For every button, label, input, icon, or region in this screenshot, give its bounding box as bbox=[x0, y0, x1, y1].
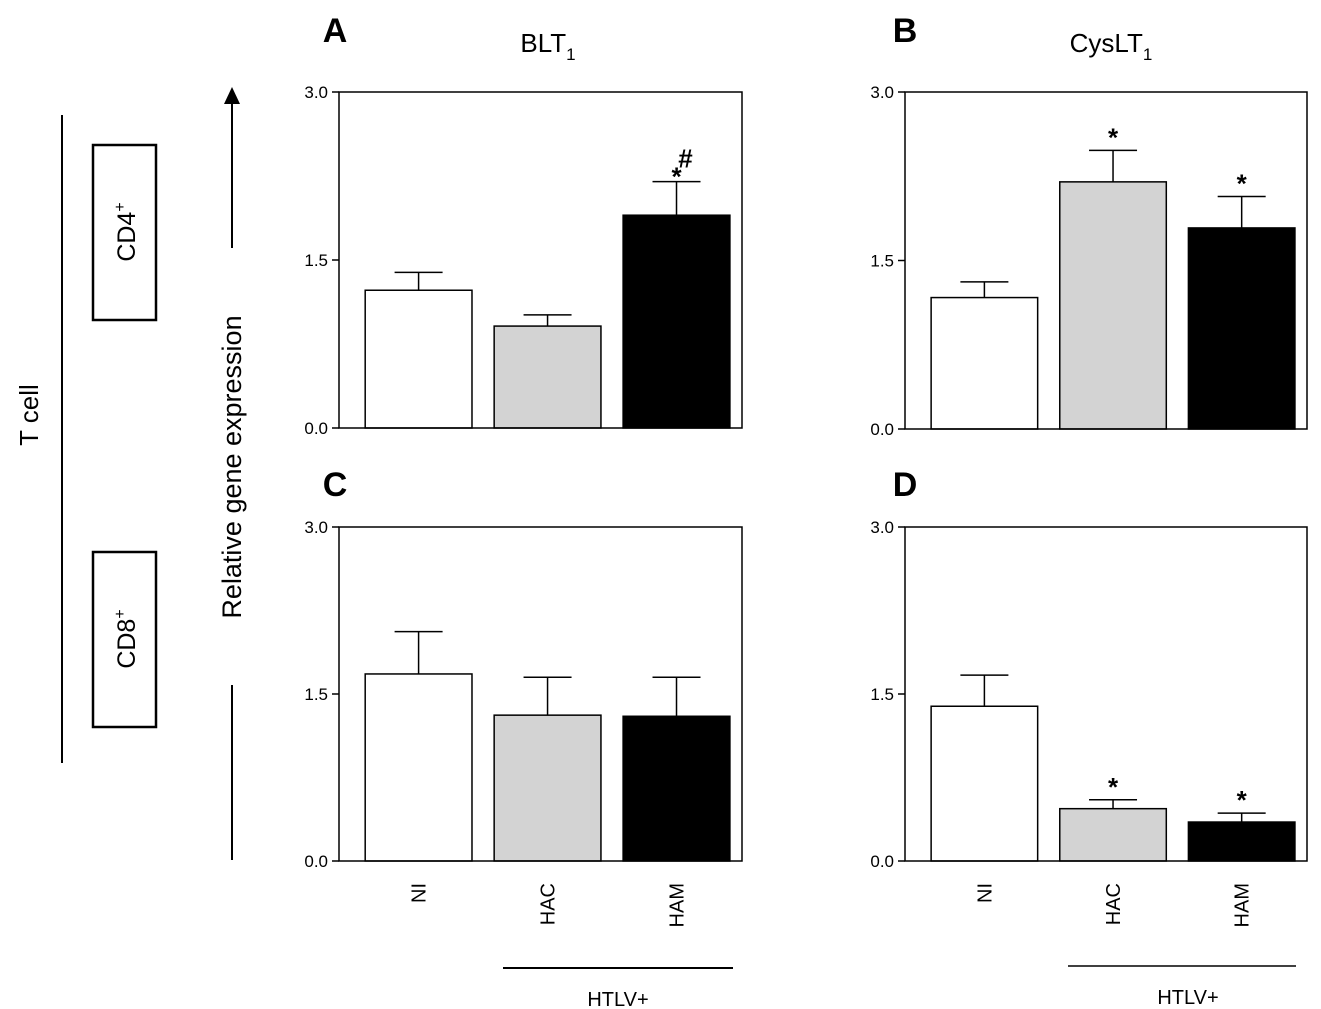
group-label-left: HTLV+ bbox=[587, 989, 648, 1009]
group-bracket-right: HTLV+ bbox=[1068, 965, 1296, 1009]
panel-c: C 0.0 1.5 3.0 bbox=[304, 466, 743, 871]
significance-star: * bbox=[671, 162, 682, 192]
panel-a: A BLT1 0.0 1.5 3.0 #* bbox=[304, 12, 743, 438]
category-label-ni: NI bbox=[974, 883, 996, 903]
category-label-ni: NI bbox=[409, 883, 431, 903]
side-annotation: T cell CD4+ CD8+ Relative gene expressio… bbox=[14, 87, 247, 860]
cd4-label-base: CD4 bbox=[113, 212, 141, 262]
panel-title-subscript: 1 bbox=[1143, 45, 1152, 64]
cd8-label-sup: + bbox=[112, 609, 129, 618]
bar-ham bbox=[1187, 821, 1296, 862]
panel-letter: A bbox=[323, 12, 348, 50]
y-tick-label: 3.0 bbox=[304, 83, 328, 102]
y-arrow-head bbox=[224, 87, 240, 104]
category-label-ham: HAM bbox=[1232, 883, 1254, 927]
significance-star: * bbox=[1237, 168, 1248, 198]
bar-hac bbox=[493, 325, 602, 429]
y-tick-label: 1.5 bbox=[304, 251, 328, 270]
significance-star: * bbox=[1108, 772, 1119, 802]
t-cell-label: T cell bbox=[14, 384, 44, 446]
bar-ni bbox=[364, 289, 473, 429]
bar-ham bbox=[622, 715, 731, 862]
y-tick-label: 3.0 bbox=[304, 518, 328, 537]
cd8-box bbox=[91, 550, 158, 729]
plot-frame bbox=[338, 526, 743, 862]
cd8-label-base: CD8 bbox=[113, 619, 141, 669]
y-tick-label: 3.0 bbox=[870, 518, 894, 537]
bar-hac bbox=[1059, 181, 1168, 430]
panel-title-main: CysLT bbox=[1070, 28, 1143, 58]
category-labels: NI HAC HAM NI HAC HAM bbox=[409, 883, 1254, 927]
panel-d: D 0.0 1.5 3.0 * * bbox=[870, 466, 1308, 871]
bar-ham bbox=[1187, 227, 1296, 430]
y-tick-label: 0.0 bbox=[304, 419, 328, 438]
significance-hash: # bbox=[678, 144, 693, 174]
plot-frame bbox=[904, 526, 1308, 862]
plot-frame bbox=[904, 91, 1308, 430]
cd8-label: CD8+ bbox=[112, 609, 141, 668]
panel-b: B CysLT1 0.0 1.5 3.0 * * bbox=[870, 12, 1308, 439]
bar-ham bbox=[622, 214, 731, 429]
bar-ni bbox=[930, 705, 1039, 862]
panel-title: BLT1 bbox=[520, 28, 575, 64]
y-tick-label: 1.5 bbox=[870, 685, 894, 704]
panel-title: CysLT1 bbox=[1070, 28, 1153, 64]
panel-title-subscript: 1 bbox=[566, 45, 575, 64]
significance-star: * bbox=[1108, 122, 1119, 152]
panel-letter: D bbox=[893, 466, 918, 504]
group-label-right: HTLV+ bbox=[1157, 987, 1218, 1009]
y-tick-label: 0.0 bbox=[870, 852, 894, 871]
plot-frame bbox=[338, 91, 743, 429]
panel-letter: B bbox=[893, 12, 918, 50]
panel-letter: C bbox=[323, 466, 348, 504]
y-tick-label: 1.5 bbox=[870, 252, 894, 271]
cd4-label: CD4+ bbox=[112, 202, 141, 261]
significance-star: * bbox=[1237, 785, 1248, 815]
cd4-label-sup: + bbox=[112, 202, 129, 211]
bar-ni bbox=[930, 296, 1039, 430]
bar-hac bbox=[1059, 807, 1168, 862]
y-tick-label: 0.0 bbox=[870, 420, 894, 439]
y-tick-label: 0.0 bbox=[304, 852, 328, 871]
group-bracket-left: HTLV+ bbox=[503, 967, 733, 1009]
y-tick-label: 3.0 bbox=[870, 83, 894, 102]
bar-hac bbox=[493, 714, 602, 862]
bar-ni bbox=[364, 673, 473, 862]
panel-title-main: BLT bbox=[520, 28, 566, 58]
category-label-ham: HAM bbox=[667, 883, 689, 927]
y-tick-label: 1.5 bbox=[304, 685, 328, 704]
cd4-box bbox=[91, 143, 158, 322]
y-axis-label: Relative gene expression bbox=[217, 315, 247, 618]
category-label-hac: HAC bbox=[1103, 883, 1125, 925]
category-label-hac: HAC bbox=[538, 883, 560, 925]
